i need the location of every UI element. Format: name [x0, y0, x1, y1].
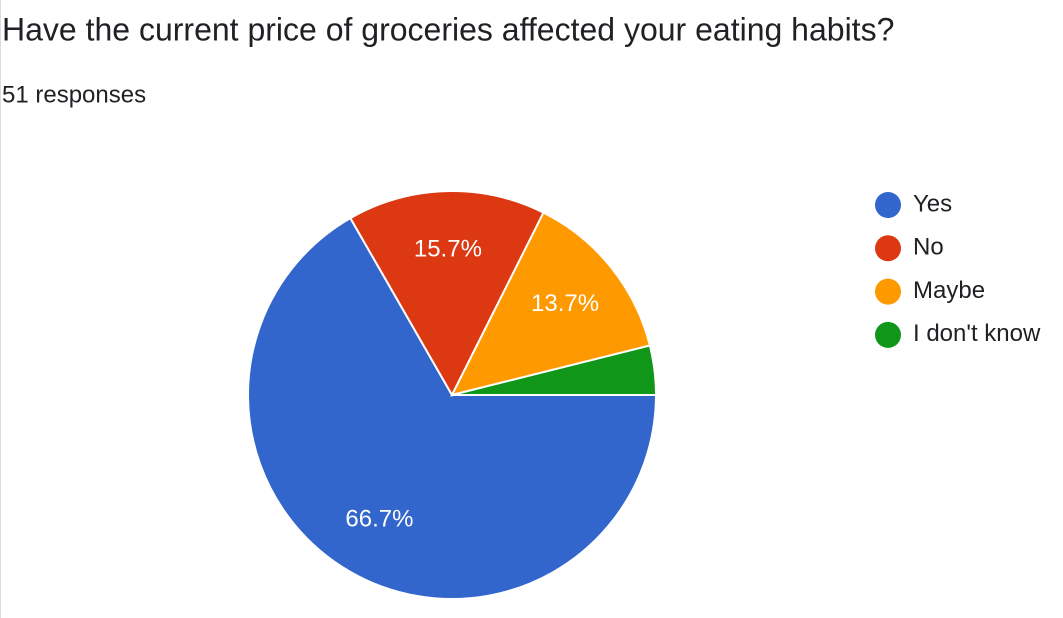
legend-swatch: [875, 192, 901, 218]
legend-label: Maybe: [913, 277, 985, 304]
pie-slice: [451, 344, 658, 396]
chart-subtitle: 51 responses: [2, 81, 146, 108]
legend-swatch: [875, 278, 901, 305]
pie-slice: [450, 211, 652, 397]
slice-label: 15.7%: [414, 236, 482, 263]
legend-label: I don't know: [913, 320, 1041, 347]
legend-label: Yes: [913, 190, 952, 217]
pie-slice: [247, 216, 658, 600]
legend-swatch: [875, 321, 901, 348]
pie-slice: [349, 190, 545, 398]
legend-label: No: [913, 234, 944, 261]
slice-label: 13.7%: [531, 290, 599, 317]
legend-swatch: [875, 235, 901, 262]
chart-title: Have the current price of groceries affe…: [2, 11, 894, 47]
slice-label: 66.7%: [345, 506, 413, 533]
